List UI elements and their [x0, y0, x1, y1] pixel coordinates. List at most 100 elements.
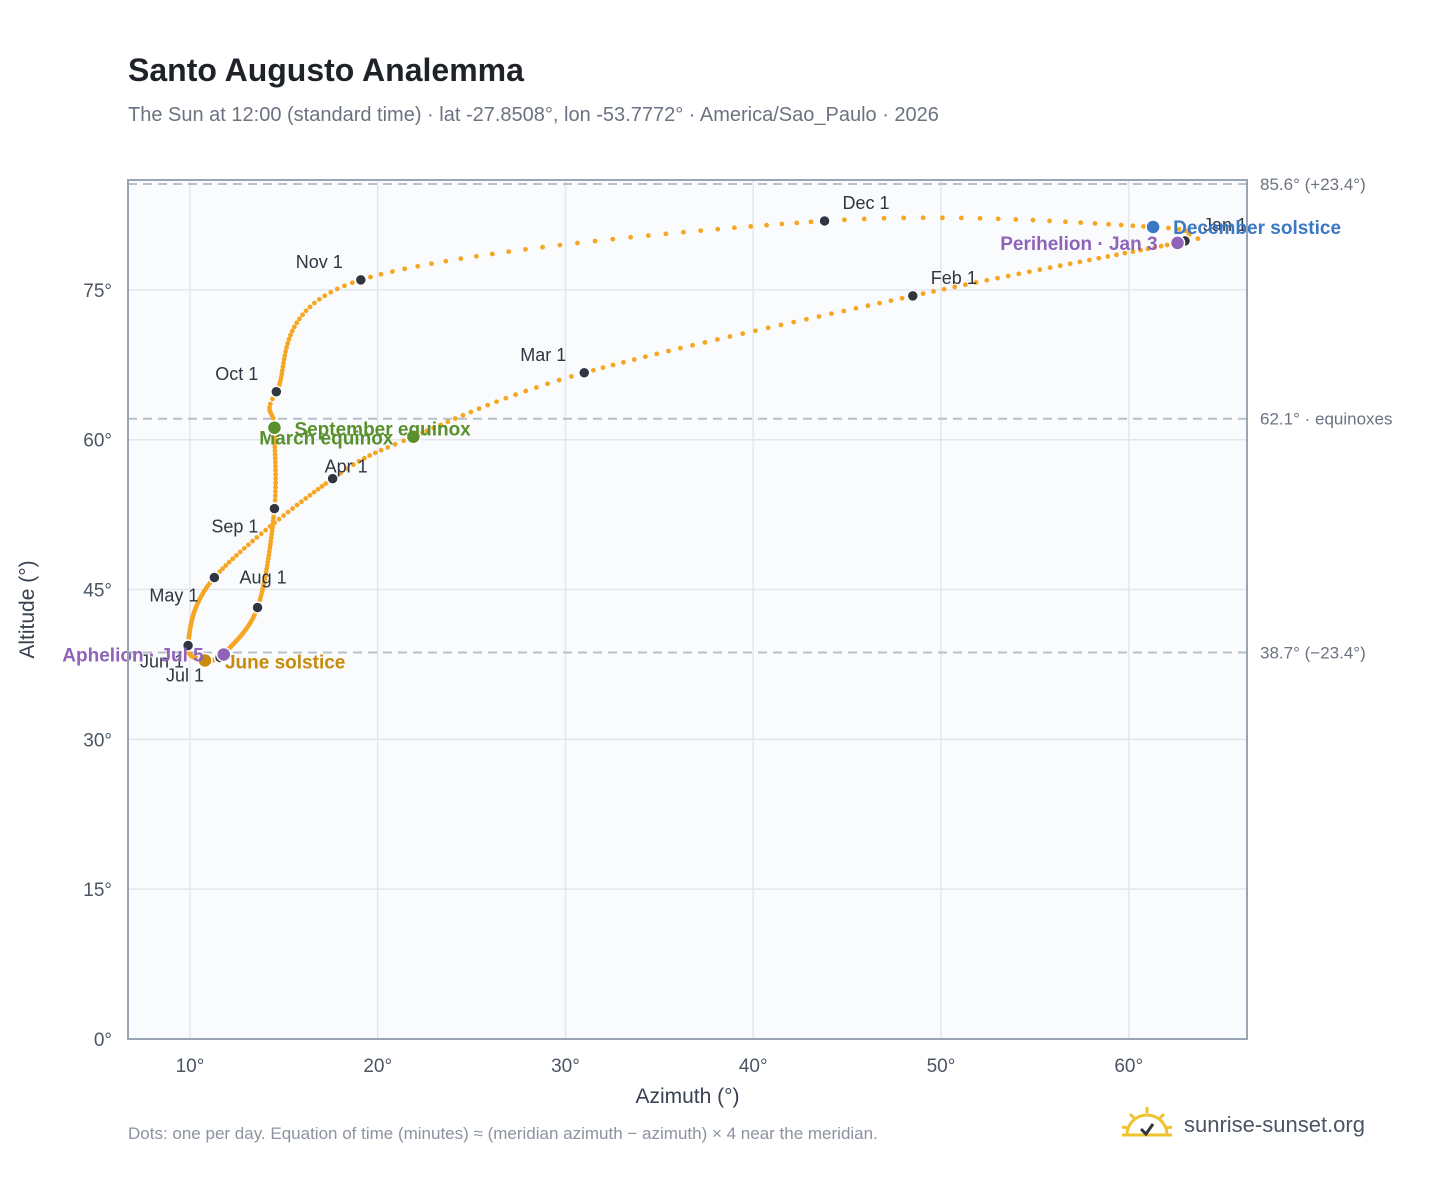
daily-dot — [1114, 252, 1119, 258]
daily-dot — [452, 416, 458, 421]
daily-dot — [272, 455, 278, 461]
daily-dot — [350, 462, 356, 468]
daily-dot — [1047, 265, 1053, 271]
x-tick-label: 50° — [927, 1056, 956, 1077]
month-marker — [354, 273, 368, 287]
daily-dot — [1122, 250, 1128, 256]
daily-dot — [315, 486, 321, 492]
daily-dot — [473, 253, 479, 259]
daily-dot — [861, 216, 867, 222]
daily-dot — [273, 484, 278, 490]
daily-dot — [312, 300, 317, 306]
daily-dot — [392, 441, 398, 447]
daily-dot — [283, 349, 289, 354]
daily-dot — [592, 238, 598, 244]
daily-dot — [280, 364, 286, 370]
month-label: Jun 1 — [140, 651, 184, 671]
daily-dot — [458, 256, 464, 262]
daily-dot — [1092, 221, 1098, 226]
y-tick-label: 75° — [83, 281, 112, 302]
event-marker — [216, 646, 232, 663]
daily-dot — [378, 447, 384, 453]
daily-dot — [250, 538, 255, 544]
daily-dot — [952, 284, 958, 290]
daily-dot — [289, 328, 295, 334]
plot-frame — [127, 179, 1248, 1040]
x-tick-label: 30° — [551, 1056, 580, 1077]
daily-dot — [540, 244, 545, 250]
daily-dot — [778, 322, 784, 328]
daily-dot — [300, 312, 305, 318]
daily-dot — [281, 357, 287, 362]
daily-dot — [1067, 261, 1073, 267]
month-label: Oct 1 — [215, 364, 258, 384]
daily-dot — [279, 368, 285, 373]
daily-dot — [881, 215, 887, 221]
daily-dot — [267, 401, 273, 407]
daily-dot — [303, 496, 309, 501]
daily-dot — [234, 552, 239, 558]
reference-line-label: 85.6° (+23.4°) — [1260, 175, 1366, 194]
daily-dot — [334, 286, 340, 292]
daily-dot — [1077, 259, 1083, 265]
daily-dot — [344, 466, 350, 472]
daily-dot — [401, 438, 407, 444]
daily-dot — [443, 258, 449, 264]
daily-dot — [779, 221, 785, 227]
daily-dot — [438, 422, 444, 428]
daily-dot — [281, 513, 287, 518]
daily-dot — [402, 266, 408, 272]
daily-dot — [1026, 269, 1032, 275]
daily-dot — [273, 489, 278, 494]
daily-dot — [681, 229, 686, 235]
daily-dot — [476, 406, 482, 412]
daily-dot — [1030, 217, 1036, 223]
daily-dot — [237, 549, 243, 555]
daily-dot — [272, 459, 278, 465]
daily-dot — [841, 308, 847, 314]
month-label: Mar 1 — [520, 345, 566, 365]
event-label: Aphelion · Jul 5 — [62, 645, 204, 666]
daily-dot — [1037, 267, 1043, 273]
daily-dot — [557, 242, 563, 248]
month-label: Aug 1 — [240, 568, 287, 588]
daily-dot — [984, 277, 990, 283]
daily-dot — [226, 559, 232, 565]
brand[interactable]: sunrise-sunset.org — [1120, 1100, 1365, 1150]
daily-dot — [272, 441, 278, 446]
y-tick-label: 60° — [83, 431, 112, 452]
daily-dot — [297, 316, 302, 322]
x-tick-label: 60° — [1114, 1056, 1143, 1077]
daily-dot — [702, 339, 708, 345]
daily-dot — [556, 377, 562, 383]
month-label: Feb 1 — [931, 268, 977, 288]
x-tick-label: 20° — [363, 1056, 392, 1077]
daily-dot — [740, 331, 746, 337]
chart-title: Santo Augusto Analemma — [128, 52, 524, 88]
footnote: Dots: one per day. Equation of time (min… — [128, 1124, 878, 1143]
daily-dot — [361, 455, 367, 461]
daily-dot — [273, 480, 279, 486]
daily-dot — [1130, 249, 1136, 255]
daily-dot — [299, 499, 304, 505]
daily-dot — [1106, 221, 1111, 227]
x-tick-label: 40° — [739, 1056, 768, 1077]
y-tick-label: 45° — [83, 581, 112, 602]
daily-dot — [273, 476, 279, 482]
daily-dot — [645, 233, 651, 238]
daily-dot — [272, 493, 278, 499]
event-marker — [1169, 235, 1186, 251]
month-marker — [818, 214, 831, 228]
daily-dot — [368, 274, 373, 280]
event-label: September equinox — [294, 420, 471, 441]
sun-logo-icon — [1121, 1107, 1173, 1137]
daily-dot — [920, 215, 926, 221]
daily-dot — [290, 506, 295, 511]
daily-dot — [816, 314, 822, 319]
month-label: Sep 1 — [211, 517, 258, 537]
daily-dot — [445, 419, 451, 425]
event-label: December solstice — [1173, 218, 1341, 239]
month-marker — [268, 502, 281, 515]
daily-dot — [748, 224, 754, 229]
daily-dot — [1158, 243, 1164, 249]
